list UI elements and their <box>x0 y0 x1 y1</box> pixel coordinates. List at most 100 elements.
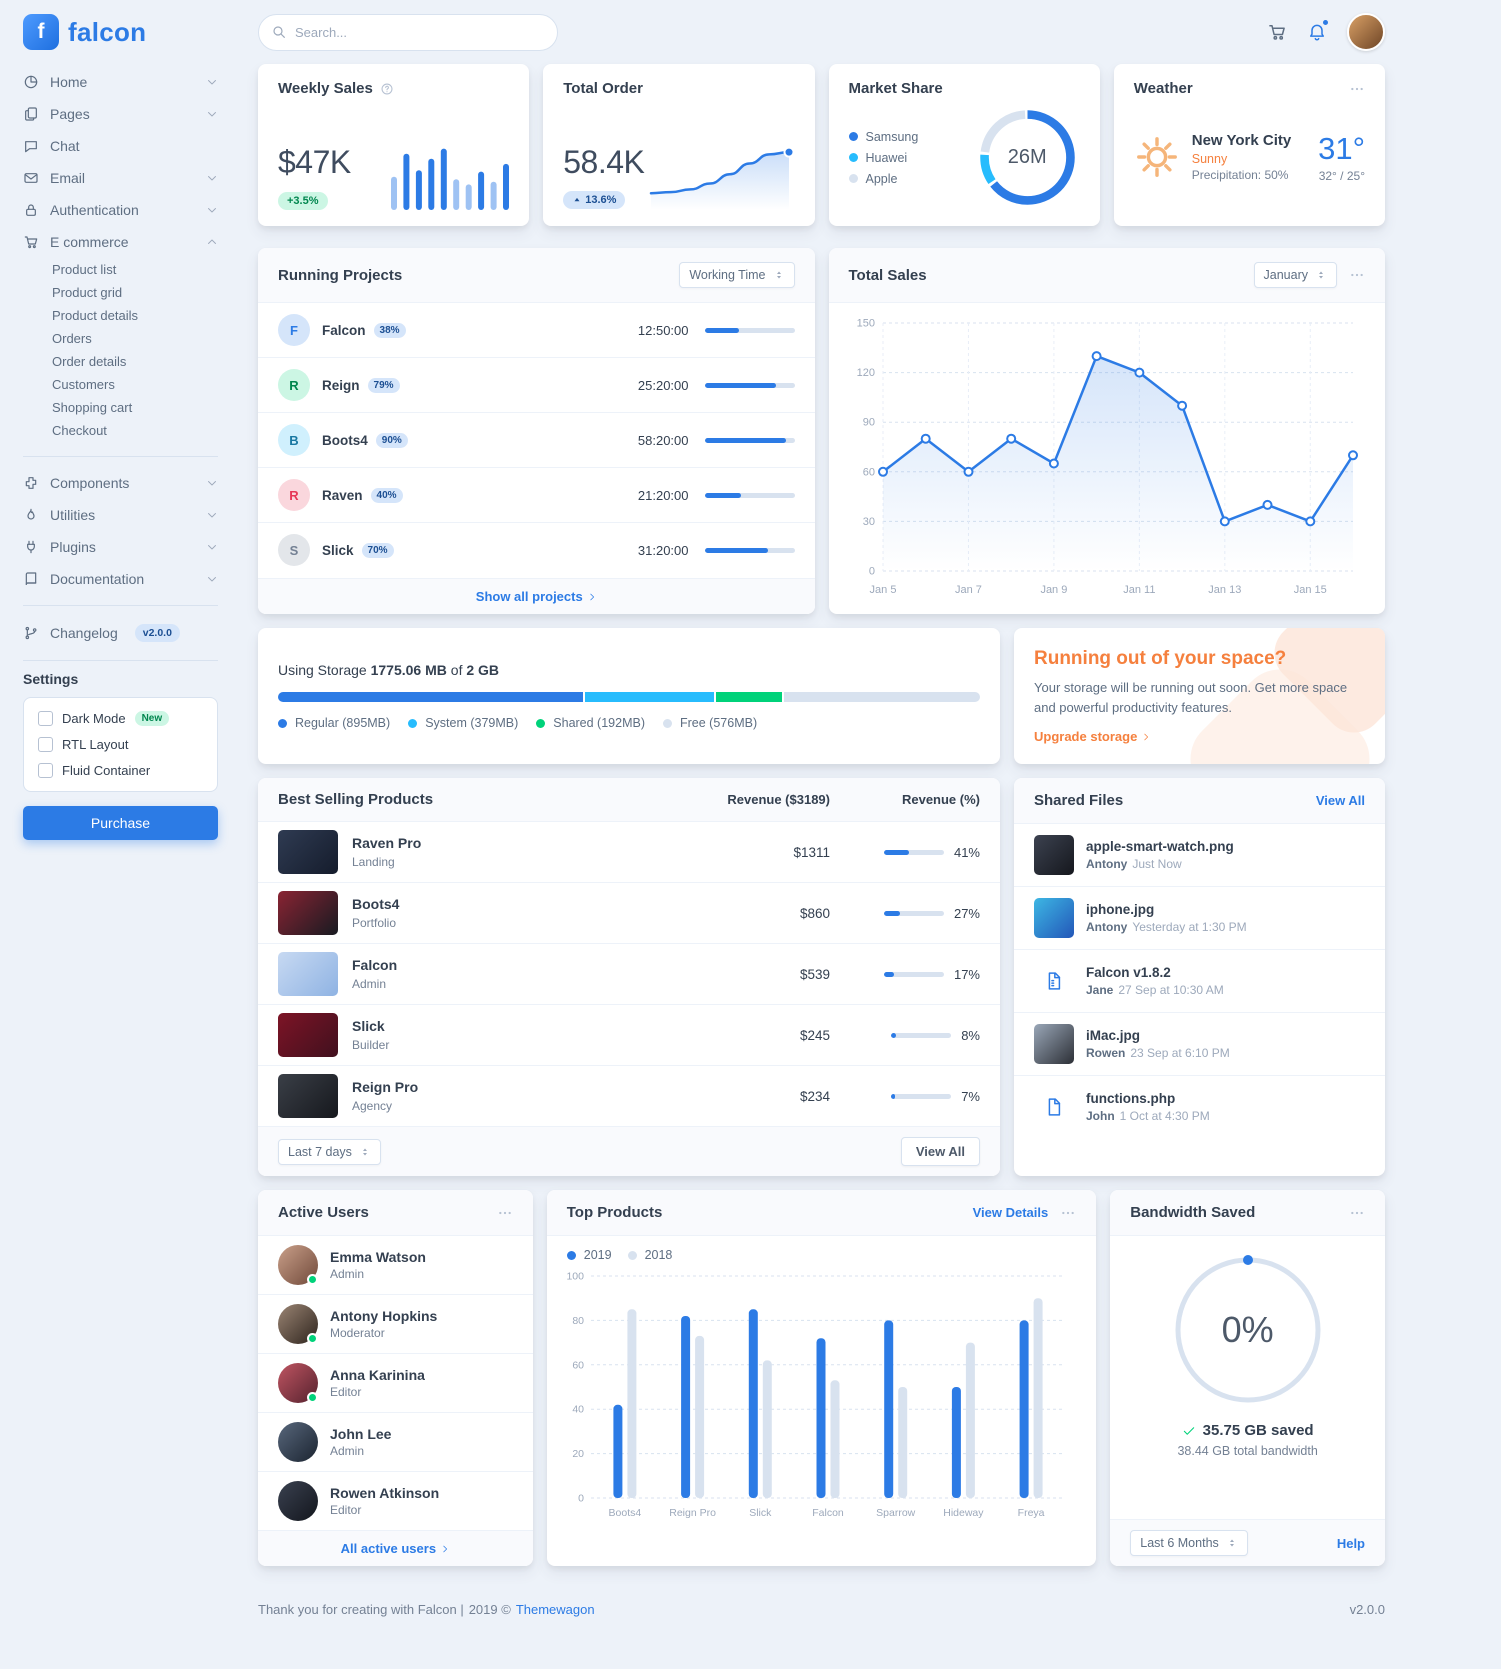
checkbox-fluid-container[interactable] <box>38 763 53 778</box>
setting-fluid-container[interactable]: Fluid Container <box>38 763 203 778</box>
product-revenue: $860 <box>799 905 830 921</box>
app-logo[interactable]: f falcon <box>23 14 218 50</box>
user-row[interactable]: John Lee Admin <box>258 1412 533 1471</box>
weather-city: New York City <box>1191 131 1292 149</box>
show-all-projects-link[interactable]: Show all projects <box>476 589 597 604</box>
sidebar-subitem-order-details[interactable]: Order details <box>52 354 127 369</box>
product-name[interactable]: Reign Pro <box>352 1079 419 1095</box>
file-row[interactable]: functions.php John 1 Oct at 4:30 PM <box>1014 1075 1385 1138</box>
user-avatar[interactable] <box>1347 13 1385 51</box>
setting-rtl-layout[interactable]: RTL Layout <box>38 737 203 752</box>
sidebar-item-chat[interactable]: Chat <box>23 130 218 162</box>
product-name[interactable]: Slick <box>352 1018 385 1034</box>
shared-files-view-all-link[interactable]: View All <box>1315 793 1365 808</box>
view-all-button[interactable]: View All <box>900 1137 980 1166</box>
sidebar-item-plugins[interactable]: Plugins <box>23 531 218 563</box>
legend-item-huawei: Huawei <box>848 151 919 165</box>
settings-panel: Dark Mode New RTL Layout Fluid Container <box>23 697 218 792</box>
project-name[interactable]: Falcon <box>322 322 366 338</box>
sidebar-item-label: Components <box>50 475 130 491</box>
user-name: John Lee <box>330 1426 392 1442</box>
sidebar-item-home[interactable]: Home <box>23 66 218 98</box>
user-row[interactable]: Anna Karinina Editor <box>258 1353 533 1412</box>
sidebar-subitem-shopping-cart[interactable]: Shopping cart <box>52 400 133 415</box>
product-row: Reign Pro Agency $234 7% <box>258 1065 1000 1126</box>
file-row[interactable]: iphone.jpg Antony Yesterday at 1:30 PM <box>1014 886 1385 949</box>
themewagon-link[interactable]: Themewagon <box>515 1602 595 1617</box>
working-time-select[interactable]: Working Time <box>679 262 795 288</box>
project-name[interactable]: Slick <box>322 542 354 558</box>
project-name[interactable]: Reign <box>322 377 360 393</box>
app-name: falcon <box>68 16 147 47</box>
month-select[interactable]: January <box>1253 262 1337 288</box>
question-icon[interactable] <box>380 82 394 96</box>
plug-icon <box>23 539 39 555</box>
active-users-menu-icon[interactable] <box>497 1205 513 1221</box>
user-row[interactable]: Antony Hopkins Moderator <box>258 1294 533 1353</box>
sidebar-item-e-commerce[interactable]: E commerce <box>23 226 218 258</box>
purchase-button[interactable]: Purchase <box>23 806 218 840</box>
checkbox-dark-mode[interactable] <box>38 711 53 726</box>
setting-dark-mode[interactable]: Dark Mode New <box>38 711 203 726</box>
shared-files-list: apple-smart-watch.png Antony Just Now iphon… <box>1014 824 1385 1138</box>
svg-text:Hideway: Hideway <box>943 1507 984 1519</box>
top-products-menu-icon[interactable] <box>1060 1205 1076 1221</box>
sidebar-subitem-product-list[interactable]: Product list <box>52 262 117 277</box>
sidebar-item-utilities[interactable]: Utilities <box>23 499 218 531</box>
bandwidth-menu-icon[interactable] <box>1349 1205 1365 1221</box>
user-row[interactable]: Rowen Atkinson Editor <box>258 1471 533 1530</box>
project-name[interactable]: Raven <box>322 487 363 503</box>
svg-text:Boots4: Boots4 <box>608 1507 641 1519</box>
user-role: Editor <box>330 1503 362 1517</box>
file-row[interactable]: Falcon v1.8.2 Jane 27 Sep at 10:30 AM <box>1014 949 1385 1012</box>
total-sales-menu-icon[interactable] <box>1349 267 1365 283</box>
product-row: Boots4 Portfolio $860 27% <box>258 882 1000 943</box>
sidebar-item-changelog[interactable]: Changelog v2.0.0 <box>23 616 218 650</box>
project-progress-bar <box>704 327 795 333</box>
sidebar-item-documentation[interactable]: Documentation <box>23 563 218 595</box>
sidebar-subitem-checkout[interactable]: Checkout <box>52 423 107 438</box>
storage-row: Using Storage 1775.06 MB of 2 GB Regular… <box>258 628 1385 764</box>
sidebar-item-pages[interactable]: Pages <box>23 98 218 130</box>
chat-icon <box>23 138 39 154</box>
cart-icon[interactable] <box>1267 22 1287 42</box>
product-percent: 7% <box>830 1089 980 1104</box>
file-row[interactable]: iMac.jpg Rowen 23 Sep at 6:10 PM <box>1014 1012 1385 1075</box>
search-input[interactable] <box>258 13 558 51</box>
svg-text:Jan 15: Jan 15 <box>1293 584 1326 596</box>
upgrade-storage-link[interactable]: Upgrade storage <box>1034 729 1365 744</box>
sidebar-subitem-product-grid[interactable]: Product grid <box>52 285 123 300</box>
sort-icon <box>1226 1537 1238 1549</box>
products-files-row: Best Selling Products Revenue ($3189) Re… <box>258 778 1385 1176</box>
file-meta: Rowen 23 Sep at 6:10 PM <box>1086 1046 1230 1060</box>
product-name[interactable]: Falcon <box>352 957 398 973</box>
file-row[interactable]: apple-smart-watch.png Antony Just Now <box>1014 824 1385 886</box>
legend-dot <box>663 718 672 728</box>
sidebar-item-email[interactable]: Email <box>23 162 218 194</box>
all-active-users-link[interactable]: All active users <box>341 1541 450 1556</box>
sidebar-subitem-product-details[interactable]: Product details <box>52 308 138 323</box>
storage-legend-item: System (379MB) <box>408 716 518 730</box>
sidebar-item-label: Home <box>50 74 88 90</box>
storage-segment-regular-895mb <box>278 692 584 702</box>
product-percent-label: 8% <box>961 1027 980 1043</box>
view-details-link[interactable]: View Details <box>972 1205 1049 1220</box>
bandwidth-percent: 0% <box>1221 1309 1274 1350</box>
date-range-select[interactable]: Last 7 days <box>278 1138 381 1165</box>
product-name[interactable]: Boots4 <box>352 896 400 912</box>
product-name[interactable]: Raven Pro <box>352 835 422 851</box>
notifications-bell-icon[interactable] <box>1307 19 1329 42</box>
top-products-title: Top Products <box>566 1204 663 1221</box>
help-link[interactable]: Help <box>1336 1535 1365 1551</box>
checkbox-rtl-layout[interactable] <box>38 737 53 752</box>
product-percent-label: 41% <box>953 844 980 860</box>
sidebar-item-authentication[interactable]: Authentication <box>23 194 218 226</box>
user-row[interactable]: Emma Watson Admin <box>258 1236 533 1294</box>
sidebar-subitem-orders[interactable]: Orders <box>52 331 92 346</box>
sidebar-item-components[interactable]: Components <box>23 467 218 499</box>
project-progress-bar <box>704 437 795 443</box>
weather-menu-icon[interactable] <box>1349 81 1365 97</box>
project-name[interactable]: Boots4 <box>322 432 368 448</box>
sidebar-subitem-customers[interactable]: Customers <box>52 377 115 392</box>
bandwidth-period-select[interactable]: Last 6 Months <box>1130 1530 1248 1556</box>
